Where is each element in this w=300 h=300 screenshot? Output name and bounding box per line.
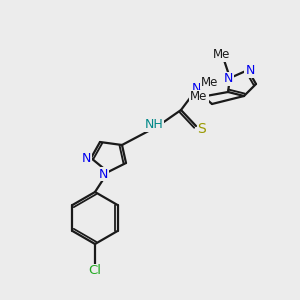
Text: N: N [223,73,233,85]
Text: Me: Me [201,76,219,88]
Text: NH: NH [145,118,164,131]
Text: Me: Me [213,49,231,62]
Text: Me: Me [190,91,208,103]
Text: N: N [191,82,201,94]
Text: Cl: Cl [88,265,101,278]
Text: N: N [81,152,91,166]
Text: S: S [198,122,206,136]
Text: N: N [245,64,255,77]
Text: N: N [98,167,108,181]
